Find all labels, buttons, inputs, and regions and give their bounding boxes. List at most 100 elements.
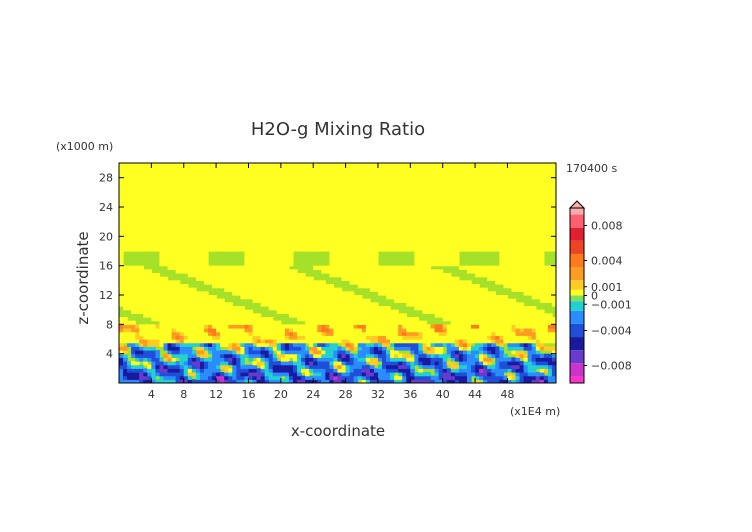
field-cell — [438, 199, 444, 204]
field-cell — [426, 229, 432, 234]
field-cell — [159, 174, 165, 179]
field-cell — [475, 265, 480, 270]
field-cell — [479, 324, 484, 329]
field-cell — [224, 368, 229, 373]
field-cell — [434, 335, 440, 340]
field-cell — [159, 320, 165, 325]
field-cell — [284, 353, 290, 358]
field-cell — [143, 313, 148, 318]
field-cell — [264, 280, 270, 285]
field-cell — [155, 306, 161, 311]
field-cell — [321, 324, 326, 329]
field-cell — [151, 324, 157, 329]
field-cell — [382, 331, 387, 336]
field-cell — [353, 214, 359, 219]
field-cell — [454, 254, 460, 259]
field-cell — [203, 240, 209, 245]
field-cell — [179, 346, 185, 351]
field-cell — [212, 243, 217, 248]
field-cell — [450, 328, 456, 333]
field-cell — [333, 320, 339, 325]
field-cell — [442, 232, 448, 237]
field-cell — [175, 331, 181, 336]
field-cell — [434, 276, 440, 281]
field-cell — [216, 276, 221, 281]
field-cell — [297, 295, 302, 300]
field-cell — [288, 236, 294, 241]
field-cell — [373, 247, 379, 252]
field-cell — [317, 232, 322, 237]
field-cell — [147, 229, 152, 234]
field-cell — [369, 353, 375, 358]
field-cell — [167, 196, 173, 201]
field-cell — [212, 350, 217, 355]
field-cell — [414, 287, 420, 292]
field-cell — [349, 166, 355, 171]
field-cell — [414, 232, 420, 237]
plot-area — [119, 163, 556, 383]
field-cell — [260, 320, 266, 325]
field-cell — [199, 240, 205, 245]
field-cell — [208, 269, 213, 274]
field-cell — [349, 214, 355, 219]
field-cell — [446, 185, 452, 190]
field-cell — [394, 218, 399, 223]
field-cell — [349, 177, 355, 182]
field-cell — [139, 247, 144, 252]
field-cell — [268, 243, 274, 248]
field-cell — [171, 251, 177, 256]
field-cell — [147, 240, 152, 245]
field-cell — [438, 240, 444, 245]
field-cell — [260, 174, 266, 179]
field-cell — [139, 353, 144, 358]
field-cell — [426, 218, 432, 223]
field-cell — [256, 368, 262, 373]
field-cell — [199, 346, 205, 351]
field-cell — [386, 364, 391, 369]
field-cell — [244, 364, 250, 369]
field-cell — [288, 163, 294, 168]
field-cell — [373, 335, 379, 340]
field-cell — [199, 232, 205, 237]
field-cell — [135, 350, 140, 355]
field-cell — [301, 346, 306, 351]
field-cell — [195, 240, 201, 245]
field-cell — [377, 225, 383, 230]
field-cell — [373, 287, 379, 292]
field-cell — [151, 247, 157, 252]
field-cell — [479, 181, 484, 186]
field-cell — [487, 291, 492, 296]
field-cell — [284, 210, 290, 215]
field-cell — [458, 302, 464, 307]
field-cell — [321, 265, 326, 270]
field-cell — [167, 258, 173, 263]
field-cell — [123, 174, 128, 179]
field-cell — [195, 185, 201, 190]
field-cell — [377, 276, 383, 281]
field-cell — [195, 188, 201, 193]
field-cell — [487, 295, 492, 300]
field-cell — [487, 368, 492, 373]
field-cell — [232, 232, 237, 237]
field-cell — [127, 287, 132, 292]
field-cell — [483, 353, 488, 358]
field-cell — [430, 254, 436, 259]
field-cell — [143, 346, 148, 351]
field-cell — [398, 207, 403, 212]
field-cell — [203, 328, 209, 333]
field-cell — [341, 364, 347, 369]
field-cell — [191, 317, 197, 322]
field-cell — [442, 284, 448, 289]
field-cell — [349, 306, 355, 311]
field-cell — [256, 346, 262, 351]
field-cell — [418, 335, 424, 340]
field-cell — [442, 262, 448, 267]
field-cell — [329, 185, 335, 190]
field-cell — [402, 335, 407, 340]
field-cell — [317, 166, 322, 171]
field-cell — [418, 166, 424, 171]
field-cell — [446, 225, 452, 230]
field-cell — [329, 258, 335, 263]
field-cell — [268, 229, 274, 234]
field-cell — [382, 287, 387, 292]
